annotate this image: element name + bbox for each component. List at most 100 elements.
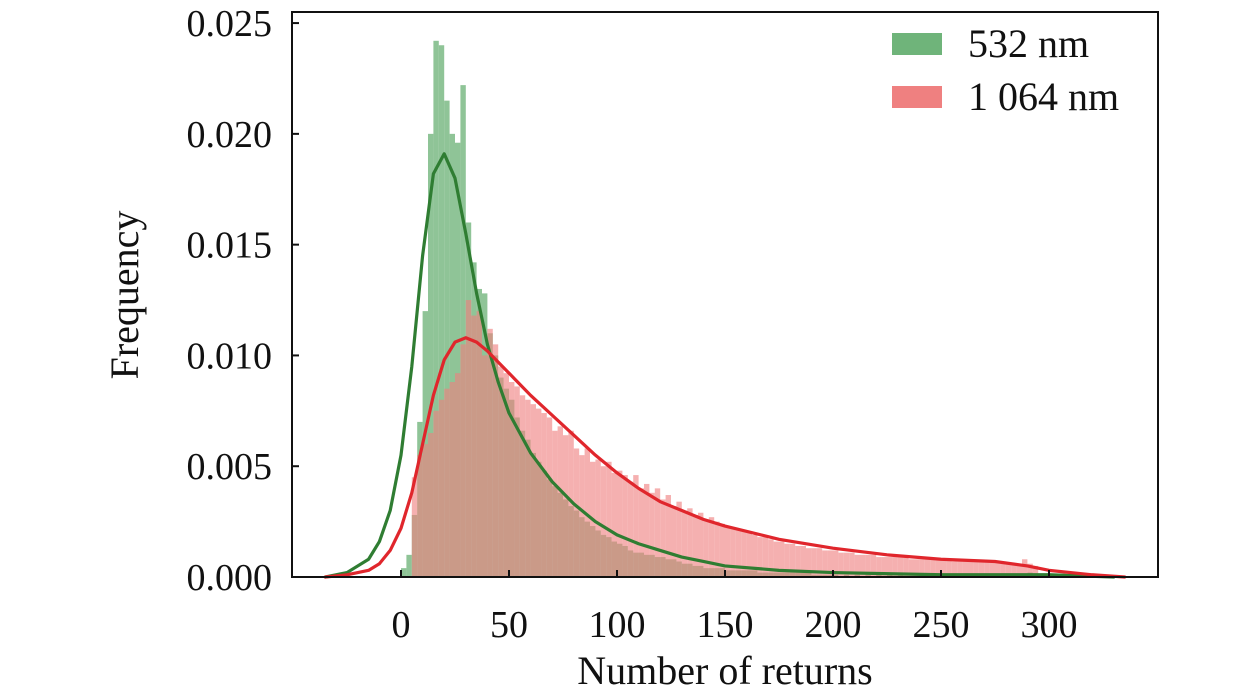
bar-series0-bin10 (455, 142, 461, 578)
bar-series1-bin10 (465, 300, 472, 577)
kde-line-series0 (323, 152, 1116, 579)
bar-series1-bin90 (897, 557, 904, 577)
bar-series1-bin98 (941, 559, 947, 577)
bar-series1-bin94 (919, 559, 925, 577)
bar-series1-bin43 (644, 483, 650, 577)
bar-series1-bin68 (779, 541, 785, 577)
bar-series0-bin6 (433, 40, 439, 578)
bar-series1-bin17 (503, 373, 509, 577)
bar-series1-bin24 (541, 413, 547, 577)
bar-series0-bin8 (444, 100, 450, 577)
bar-series1-bin23 (536, 408, 542, 577)
bar-series1-bin4 (433, 410, 439, 577)
bar-series1-bin29 (568, 430, 574, 577)
x-tick-label: 50 (490, 604, 528, 646)
bar-series1-bin114 (1027, 563, 1033, 577)
bar-series1-bin92 (908, 559, 914, 577)
bar-series1-bin100 (951, 561, 958, 577)
bar-series1-bin69 (784, 543, 790, 577)
bar-series0-bin0 (401, 568, 407, 577)
bar-series1-bin86 (876, 557, 882, 577)
kde-line-series1 (323, 336, 1127, 579)
bar-series1-bin97 (935, 559, 941, 577)
bar-series1-bin16 (498, 366, 504, 577)
bar-series1-bin115 (1032, 565, 1039, 577)
bar-series1-bin79 (838, 552, 844, 577)
bar-series1-bin42 (638, 488, 644, 577)
x-tick-label: 250 (913, 604, 970, 646)
bar-series1-bin44 (649, 492, 655, 577)
bar-series1-bin107 (989, 561, 995, 577)
bar-series1-bin109 (1000, 561, 1006, 577)
bar-series1-bin26 (552, 430, 558, 577)
y-tick-label: 0.015 (187, 225, 273, 267)
bar-series1-bin65 (762, 537, 769, 577)
bar-series1-bin55 (708, 517, 715, 577)
y-tick-label: 0.000 (187, 557, 273, 599)
bar-series1-bin66 (768, 539, 774, 577)
bar-series1-bin56 (714, 521, 720, 577)
bar-series1-bin106 (984, 561, 990, 577)
bar-series1-bin81 (849, 552, 855, 577)
bar-series1-bin71 (795, 545, 801, 577)
x-axis-label: Number of returns (577, 648, 872, 693)
bar-series1-bin19 (514, 386, 520, 577)
bar-series1-bin104 (973, 561, 979, 577)
bar-series1-bin102 (962, 561, 968, 577)
bar-series1-bin14 (487, 328, 493, 577)
bar-series1-bin110 (1005, 563, 1012, 577)
bar-series1-bin0 (411, 477, 418, 577)
kde-curves (323, 152, 1127, 579)
bar-series1-bin60 (735, 530, 742, 577)
bar-series1-bin112 (1016, 563, 1022, 577)
legend-swatch-1064nm (892, 86, 942, 108)
bar-series1-bin34 (595, 459, 601, 577)
bar-series1-bin49 (676, 501, 682, 577)
y-axis-ticks: 0.000 0.005 0.010 0.015 0.020 0.025 (187, 3, 299, 599)
bar-series1-bin38 (617, 470, 623, 577)
legend-label-1064nm: 1 064 nm (968, 74, 1119, 119)
bar-series1-bin105 (978, 561, 985, 577)
bar-series1-bin50 (681, 510, 688, 577)
bar-series0-bin7 (438, 45, 445, 578)
bar-series1-bin53 (698, 512, 704, 577)
bar-series1-bin11 (471, 315, 477, 577)
bar-series0-bin1 (406, 554, 412, 577)
bar-series1-bin73 (806, 548, 812, 577)
bar-series1-bin13 (482, 355, 488, 577)
bar-series1-bin95 (924, 559, 931, 577)
bar-series1-bin103 (968, 561, 974, 577)
bar-series1-bin75 (816, 548, 823, 577)
bar-series1-bin12 (476, 311, 482, 577)
bar-series1-bin48 (671, 506, 677, 577)
bar-series1-bin22 (530, 404, 536, 577)
bar-series1-bin74 (811, 548, 817, 577)
y-tick-label: 0.005 (187, 446, 273, 488)
x-tick-label: 150 (697, 604, 754, 646)
histogram-bars (401, 40, 1039, 578)
y-tick-label: 0.020 (187, 114, 273, 156)
bar-series1-bin62 (746, 532, 752, 577)
bar-series1-bin91 (903, 557, 909, 577)
bar-series1-bin7 (449, 382, 455, 577)
bar-series1-bin31 (579, 455, 585, 577)
x-axis-ticks: 0 50 100 150 200 250 300 (392, 570, 1078, 646)
bar-series1-bin41 (633, 475, 639, 577)
bar-series1-bin108 (995, 561, 1001, 577)
bar-series1-bin70 (789, 543, 796, 577)
bar-series1-bin83 (860, 554, 866, 577)
bar-series1-bin67 (773, 541, 779, 577)
bar-series1-bin58 (725, 526, 731, 577)
bar-series1-bin37 (611, 472, 617, 577)
bar-series1-bin96 (930, 559, 936, 577)
bar-series1-bin54 (703, 519, 709, 577)
bar-series1-bin52 (692, 514, 698, 577)
bar-series1-bin21 (525, 399, 531, 577)
legend-swatch-532nm (892, 33, 942, 55)
bar-series1-bin82 (854, 554, 860, 577)
bar-series1-bin99 (946, 559, 952, 577)
bar-series1-bin8 (455, 373, 461, 577)
bar-series1-bin72 (800, 545, 806, 577)
y-tick-label: 0.025 (187, 3, 273, 45)
